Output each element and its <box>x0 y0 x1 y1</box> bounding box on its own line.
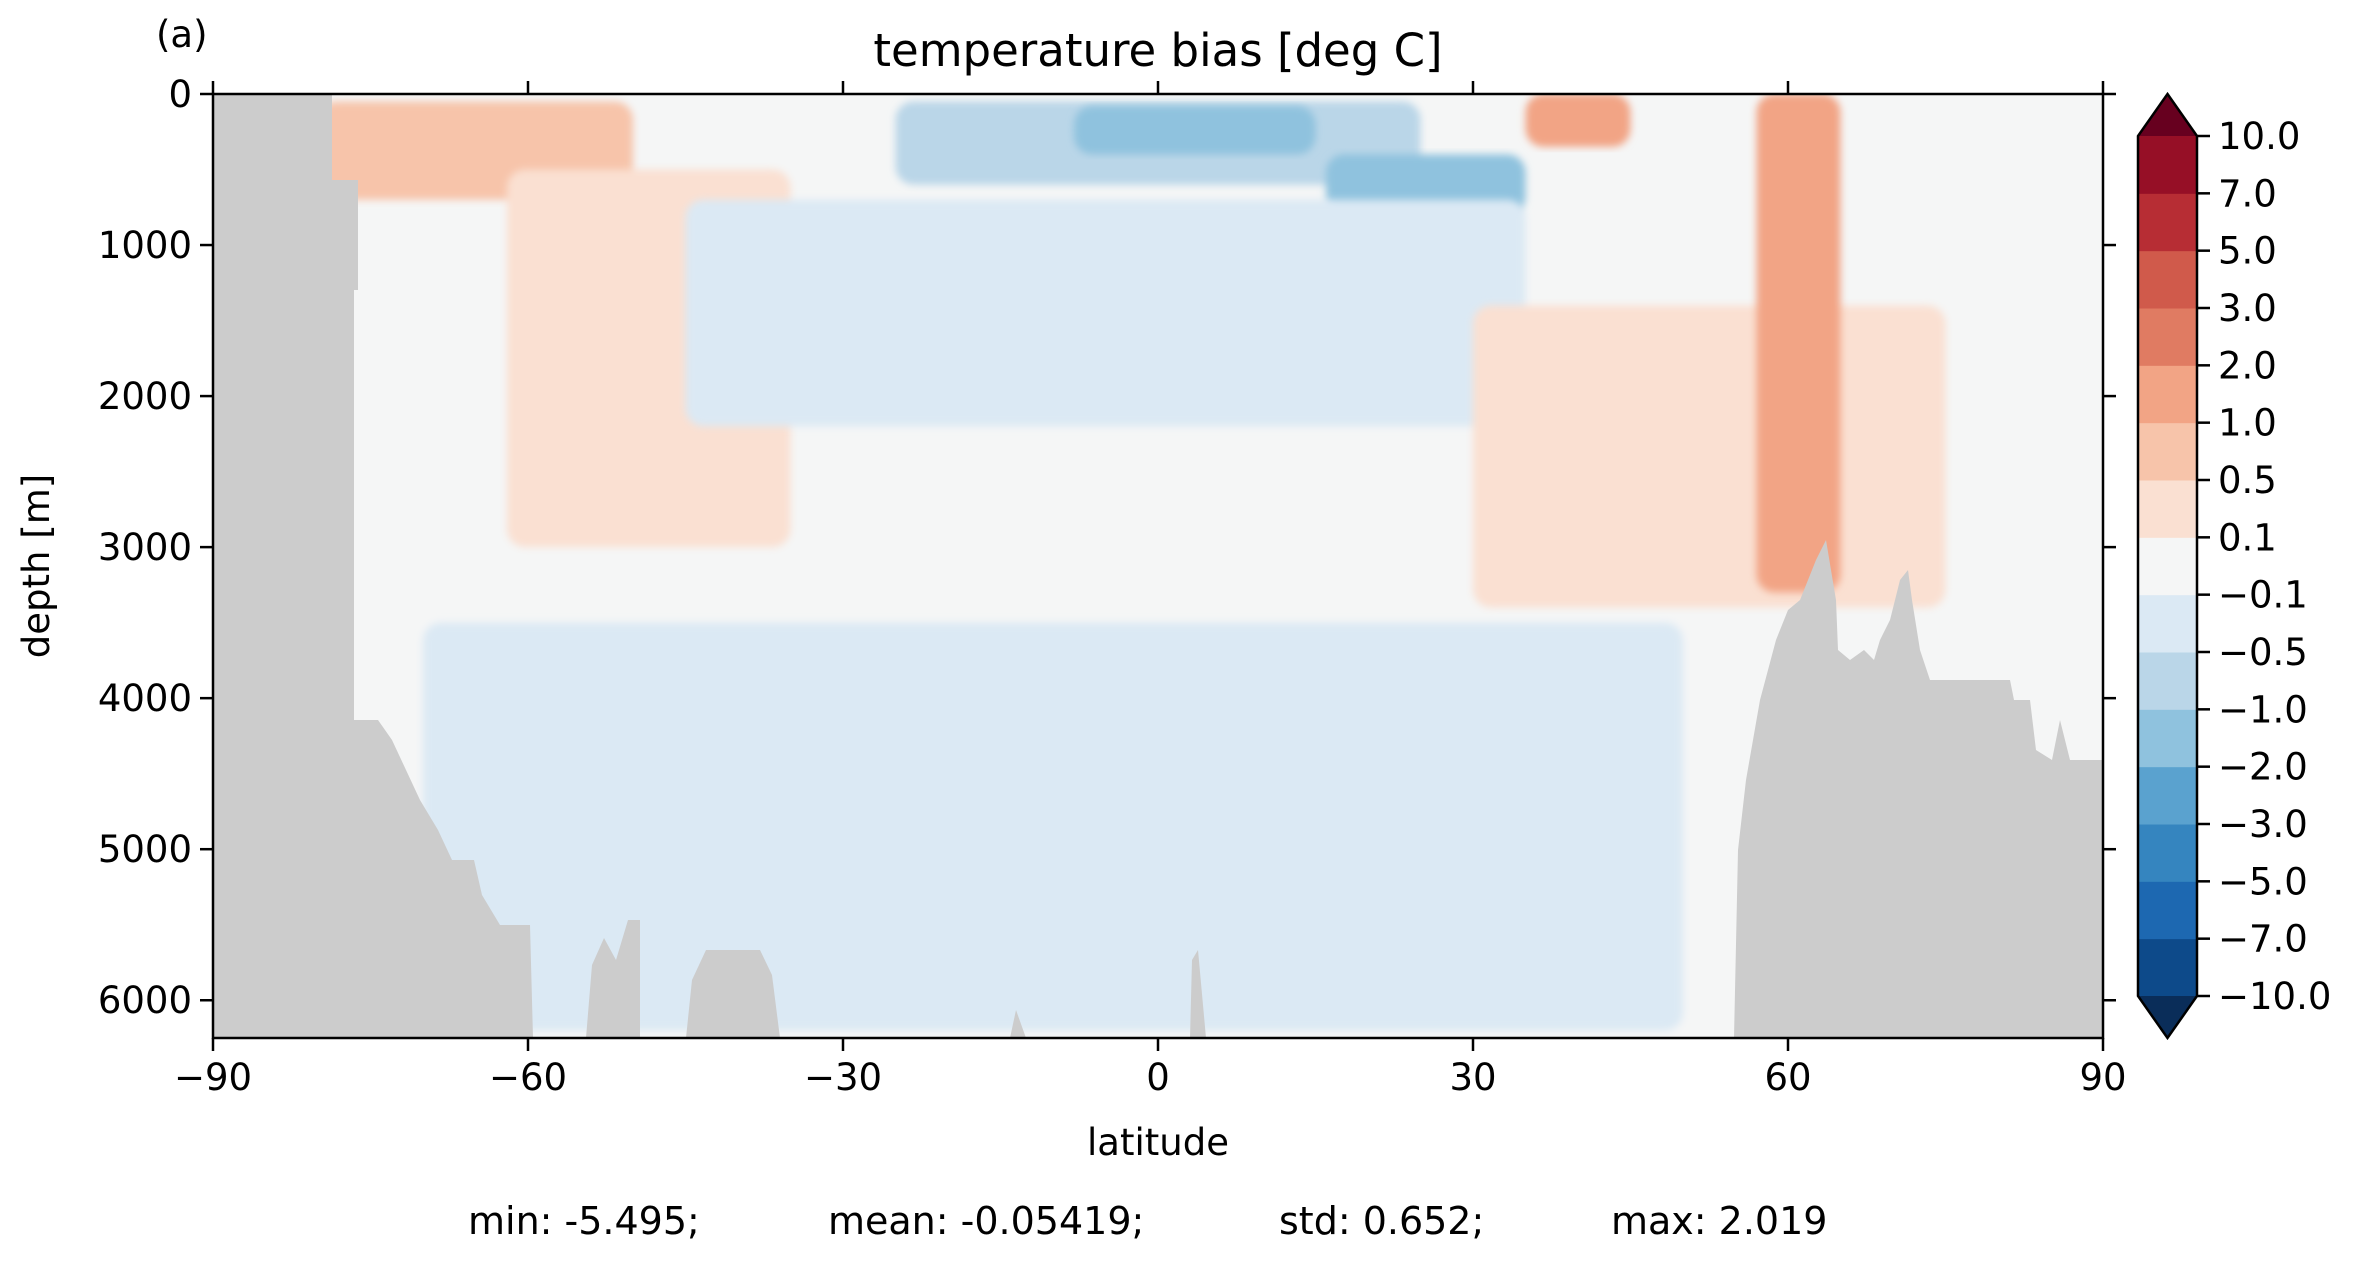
bias-region-8 <box>1473 305 1946 608</box>
colorbar-bin <box>2138 938 2197 997</box>
stat-std: std: 0.652; <box>1279 1199 1484 1243</box>
x-tick-label: 0 <box>1146 1056 1170 1099</box>
colorbar-tick-label: −0.1 <box>2218 574 2308 617</box>
land-mask-ridge-4 <box>1190 950 1206 1038</box>
colorbar-tick-label: −7.0 <box>2218 918 2308 961</box>
land-mask-arctic-sill <box>1734 540 2103 1038</box>
colorbar-tick-label: −3.0 <box>2218 803 2308 846</box>
land-mask-ridge-2 <box>686 950 780 1038</box>
x-axis-label: latitude <box>1087 1121 1229 1164</box>
x-tick-label: 30 <box>1449 1056 1496 1099</box>
colorbar: −10.0 −7.0 −5.0 −3.0 −2.0 −1.0 −0.5 −0.1 0.1 0.5 1… <box>2136 91 2331 1041</box>
plot-area <box>211 92 2105 1040</box>
colorbar-tick-label: 0.5 <box>2218 459 2277 502</box>
y-tick-label: 3000 <box>98 526 192 569</box>
colorbar-over-arrow <box>2138 94 2197 136</box>
y-tick-label: 5000 <box>98 828 192 871</box>
x-axis: −90 −60 −30 0 30 60 90 <box>174 81 2127 1099</box>
colorbar-tick-label: −10.0 <box>2218 975 2331 1018</box>
land-mask-antarctica <box>213 94 533 1038</box>
stats-line: min: -5.495; mean: -0.05419; std: 0.652;… <box>468 1199 1827 1243</box>
bias-region-4 <box>1074 106 1316 155</box>
colorbar-tick-label: −1.0 <box>2218 688 2308 731</box>
colorbar-bin <box>2138 824 2197 882</box>
y-tick-label: 2000 <box>98 375 192 418</box>
colorbar-bin <box>2138 193 2197 252</box>
colorbar-bin <box>2138 250 2197 309</box>
y-tick-label: 6000 <box>98 979 192 1022</box>
colorbar-bin <box>2138 480 2197 538</box>
x-tick-label: −90 <box>174 1056 252 1099</box>
x-tick-label: 60 <box>1764 1056 1811 1099</box>
colorbar-bin <box>2138 594 2197 653</box>
colorbar-bin <box>2138 881 2197 940</box>
x-tick-label: −30 <box>804 1056 882 1099</box>
colorbar-tick-label: 7.0 <box>2218 172 2277 215</box>
colorbar-tick-label: 10.0 <box>2218 115 2300 158</box>
colorbar-bin <box>2138 365 2197 424</box>
panel-label: (a) <box>156 13 208 56</box>
colorbar-under-arrow <box>2138 996 2197 1038</box>
y-tick-label: 1000 <box>98 224 192 267</box>
stat-max: max: 2.019 <box>1611 1199 1827 1243</box>
stat-min: min: -5.495; <box>468 1199 700 1243</box>
colorbar-tick-label: 1.0 <box>2218 402 2277 445</box>
land-mask-ridge-3 <box>1010 1010 1026 1038</box>
y-tick-label: 0 <box>168 73 192 116</box>
colorbar-bin <box>2138 537 2197 596</box>
land-mask-south-ridge <box>586 920 640 1038</box>
bias-region-6 <box>685 199 1526 427</box>
y-tick-label: 4000 <box>98 677 192 720</box>
colorbar-tick-label: −2.0 <box>2218 746 2308 789</box>
colorbar-bin <box>2138 766 2197 825</box>
colorbar-tick-label: 0.1 <box>2218 516 2277 559</box>
colorbar-bin <box>2138 422 2197 481</box>
colorbar-tick-label: 3.0 <box>2218 287 2277 330</box>
bias-region-7 <box>423 622 1683 1031</box>
colorbar-bin <box>2138 308 2197 366</box>
x-tick-label: −60 <box>489 1056 567 1099</box>
colorbar-bin <box>2138 136 2197 194</box>
y-axis: 0 1000 2000 3000 4000 5000 6000 <box>98 73 2116 1022</box>
colorbar-tick-label: 5.0 <box>2218 230 2277 273</box>
x-tick-label: 90 <box>2079 1056 2126 1099</box>
chart-title: temperature bias [deg C] <box>873 24 1442 77</box>
colorbar-tick-label: 2.0 <box>2218 344 2277 387</box>
bias-region-10 <box>1525 94 1631 147</box>
colorbar-tick-label: −5.0 <box>2218 860 2308 903</box>
colorbar-bin <box>2138 652 2197 710</box>
bias-region-9 <box>1756 94 1841 593</box>
colorbar-tick-label: −0.5 <box>2218 631 2308 674</box>
stat-mean: mean: -0.05419; <box>828 1199 1144 1243</box>
y-axis-label: depth [m] <box>15 474 58 658</box>
land-mask <box>213 94 2103 1038</box>
bias-regions <box>318 94 1946 1031</box>
colorbar-bin <box>2138 709 2197 768</box>
